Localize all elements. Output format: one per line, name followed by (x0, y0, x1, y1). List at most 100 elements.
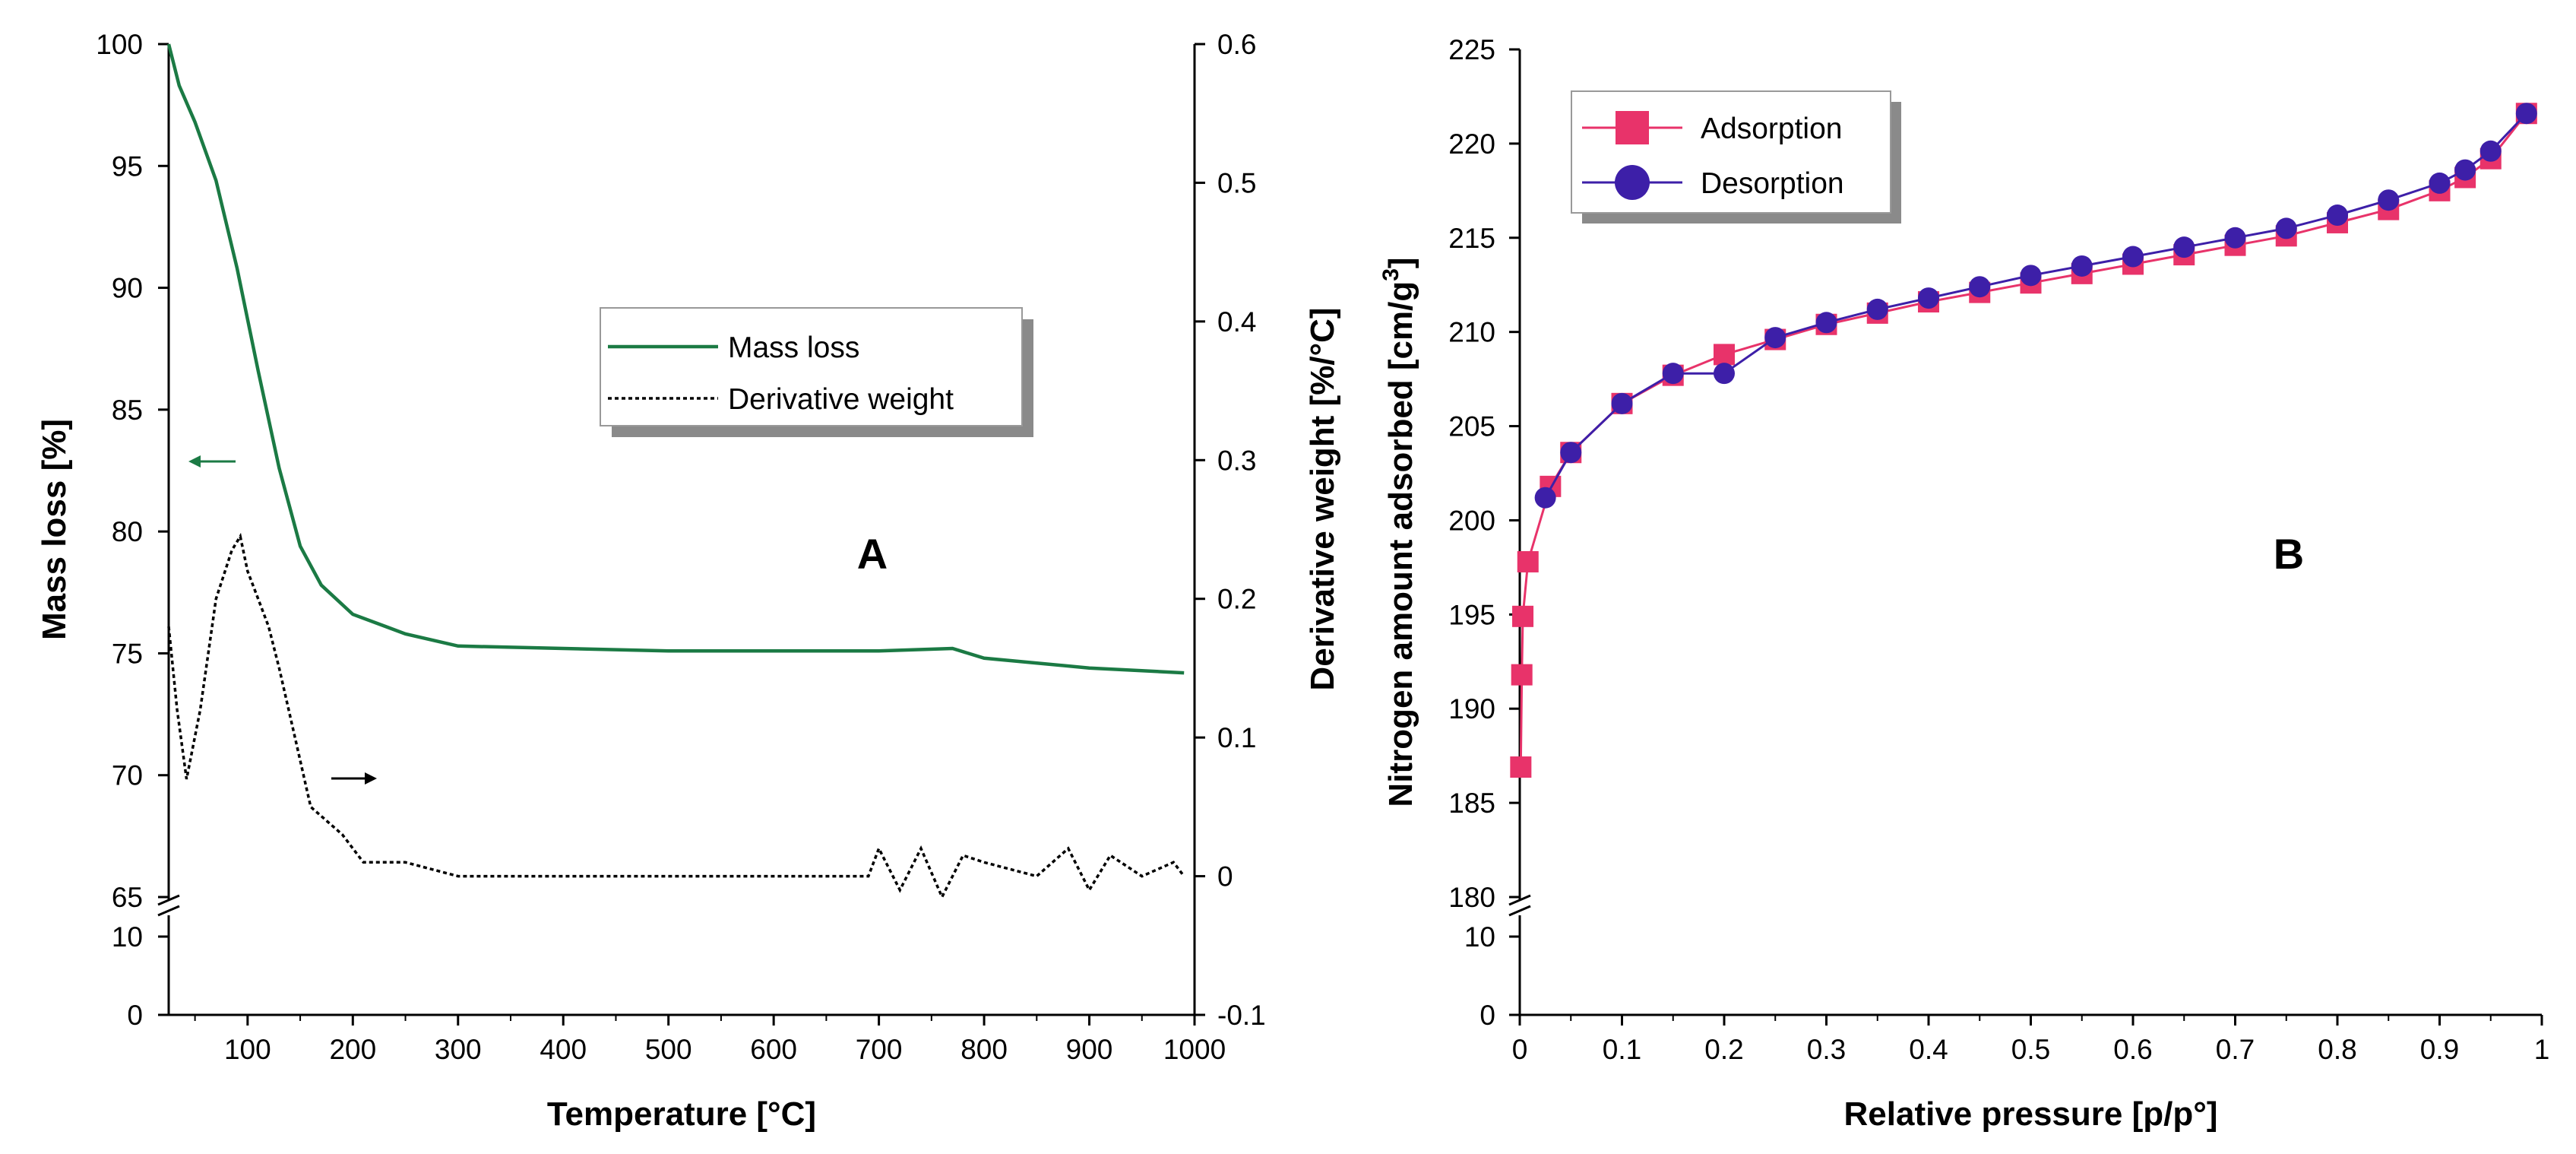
axis-break-mark (157, 894, 180, 906)
x-tick-label: 700 (856, 1034, 903, 1065)
adsorption-point (1714, 344, 1735, 366)
desorption-point (1662, 363, 1684, 385)
desorption-point (2224, 227, 2246, 249)
x-tick-label: 0 (1512, 1034, 1528, 1065)
y-tick-label: 10 (1464, 921, 1495, 953)
x-tick-label: 0.8 (2318, 1034, 2356, 1065)
desorption-point (1534, 487, 1556, 509)
y-tick-label: 0 (127, 1000, 143, 1031)
y-tick-label: 210 (1448, 317, 1495, 348)
y-tick-label: 0 (1479, 1000, 1495, 1031)
x-tick-label: 0.3 (1807, 1034, 1846, 1065)
y-tick-label: 185 (1448, 788, 1495, 819)
desorption-point (1611, 392, 1633, 414)
y2-tick-label: 0.3 (1217, 445, 1256, 476)
panel-label: A (857, 530, 888, 578)
desorption-point (1560, 442, 1582, 464)
y-tick-label: 195 (1448, 599, 1495, 630)
y-axis-title: Nitrogen amount adsorbed [cm/g3] (1378, 257, 1419, 807)
y-tick-label: 75 (112, 638, 143, 669)
legend-swatch-desorption-marker (1615, 165, 1650, 200)
y-tick-label: 200 (1448, 505, 1495, 536)
x-tick-label: 1 (2534, 1034, 2550, 1065)
y-tick-label: 10 (112, 921, 143, 953)
desorption-line (1544, 113, 2527, 499)
legend-label-mass-loss: Mass loss (728, 331, 859, 364)
x-tick-label: 0.9 (2420, 1034, 2459, 1065)
x-tick-label: 0.2 (1704, 1034, 1743, 1065)
x-tick-label: 0.7 (2216, 1034, 2255, 1065)
desorption-point (2479, 140, 2502, 162)
y-tick-label: 95 (112, 151, 143, 182)
y-tick-label: 65 (112, 882, 143, 913)
adsorption-point (1512, 605, 1534, 627)
x-axis-title: Temperature [°C] (547, 1095, 816, 1133)
panel-b-nitrogen-isotherm-chart: 0 0.1 0.2 0.3 0.4 0.5 0.6 0.7 0.8 0.9 1 180 185 190 19… (1378, 34, 2549, 1133)
desorption-point (1714, 363, 1735, 385)
desorption-point (1764, 327, 1786, 349)
desorption-point (2173, 236, 2195, 258)
mass-loss-line (166, 43, 1185, 675)
x-axis-title: Relative pressure [p/p°] (1844, 1095, 2218, 1133)
x-tick-label: 0.5 (2011, 1034, 2050, 1065)
axis-break-mark (1508, 905, 1531, 917)
adsorption-point (1510, 756, 1532, 778)
x-tick-label: 400 (540, 1034, 587, 1065)
panel-label: B (2274, 530, 2304, 578)
panel-a-mass-loss-chart: 100 200 300 400 500 600 700 800 900 1000657075808… (36, 29, 1341, 1133)
y2-tick-label: 0.2 (1217, 584, 1256, 615)
x-tick-label: 0.6 (2113, 1034, 2152, 1065)
adsorption-point (1517, 550, 1539, 572)
y-tick-label: 220 (1448, 128, 1495, 160)
y-axis-title-end: ] (1382, 257, 1419, 268)
right-axis-arrowhead (365, 772, 377, 785)
x-tick-label: 300 (435, 1034, 482, 1065)
y-tick-label: 215 (1448, 223, 1495, 254)
x-tick-label: 800 (960, 1034, 1008, 1065)
y2-tick-label: 0.4 (1217, 306, 1256, 338)
y2-axis-title: Derivative weight [%/°C] (1304, 307, 1341, 690)
legend-swatch-adsorption-marker (1616, 111, 1649, 144)
y2-tick-label: 0 (1217, 861, 1233, 892)
y2-tick-label: -0.1 (1217, 1000, 1266, 1031)
y2-tick-label: 0.1 (1217, 722, 1256, 753)
desorption-point (2071, 255, 2093, 277)
desorption-point (1866, 298, 1888, 320)
axis-break-mark (1508, 894, 1531, 906)
desorption-point (1815, 312, 1837, 334)
derivative-weight-line (167, 532, 1185, 901)
axis-break-mark (157, 905, 180, 917)
desorption-point (2327, 204, 2348, 227)
legend-label-adsorption: Adsorption (1701, 113, 1842, 145)
y-tick-label: 85 (112, 395, 143, 426)
x-tick-label: 900 (1066, 1034, 1113, 1065)
y-tick-label: 80 (112, 516, 143, 547)
desorption-point (2454, 159, 2476, 181)
x-tick-label: 200 (329, 1034, 376, 1065)
x-tick-label: 0.4 (1909, 1034, 1948, 1065)
x-tick-label: 100 (224, 1034, 271, 1065)
x-tick-label: 1000 (1163, 1034, 1226, 1065)
legend-box (600, 307, 1023, 426)
y-tick-label: 205 (1448, 411, 1495, 442)
y-tick-label: 70 (112, 760, 143, 791)
y2-tick-label: 0.5 (1217, 167, 1256, 198)
y-axis-title: Mass loss [%] (36, 419, 73, 640)
adsorption-point (1511, 664, 1533, 686)
desorption-point (1969, 276, 1991, 298)
x-tick-label: 0.1 (1603, 1034, 1641, 1065)
x-tick-label: 600 (750, 1034, 797, 1065)
left-axis-arrowhead (188, 455, 201, 468)
y-axis-title-superscript: 3 (1378, 268, 1404, 281)
y-tick-label: 180 (1448, 882, 1495, 913)
desorption-point (2515, 103, 2537, 125)
desorption-point (2378, 189, 2400, 211)
y-axis-title-main: Nitrogen amount adsorbed [cm/g (1382, 281, 1419, 807)
desorption-point (2429, 172, 2451, 194)
y2-tick-label: 0.6 (1217, 29, 1256, 60)
desorption-point (2020, 265, 2042, 287)
y-tick-label: 225 (1448, 34, 1495, 65)
y-tick-label: 100 (96, 29, 143, 60)
y-tick-label: 90 (112, 273, 143, 304)
